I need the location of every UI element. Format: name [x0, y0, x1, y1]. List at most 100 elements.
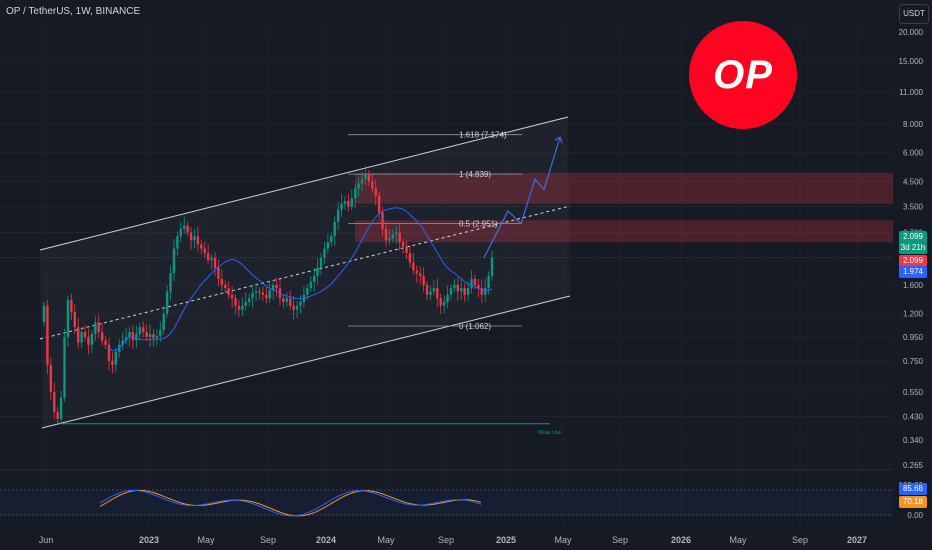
candle-body [295, 305, 299, 310]
candle-body [237, 305, 241, 310]
time-tick-label: 2026 [671, 535, 691, 545]
price-tick-label: 0.430 [903, 413, 924, 422]
candle-body [405, 246, 408, 254]
candle-body [330, 236, 333, 243]
candle-body [56, 411, 59, 419]
candle-body [49, 364, 53, 392]
candle-body [46, 305, 49, 365]
candle-body [121, 340, 124, 345]
candle-body [73, 312, 76, 328]
price-tick-label: 20.000 [899, 28, 924, 37]
candle-body [453, 284, 456, 289]
time-tick-label: Sep [438, 535, 454, 545]
osc-band [0, 490, 893, 515]
candle-body [90, 334, 94, 345]
fib-level-label: 0 (1.062) [459, 322, 491, 331]
candle-body [360, 179, 364, 184]
candle-body [412, 262, 415, 271]
candle-body [470, 278, 473, 289]
candle-body [196, 236, 200, 245]
candle-body [165, 291, 169, 314]
candle-body [162, 313, 165, 331]
candle-body [155, 336, 159, 339]
candle-body [114, 351, 118, 365]
fib-level-label: 0.5 (2.951) [459, 220, 498, 229]
candle-body [203, 248, 206, 254]
candle-body [186, 225, 189, 233]
fib-retracement: 1.618 (7.174) 1 (4.839) 0.5 (2.951) 0 (1.06… [348, 131, 522, 331]
candle-body [70, 299, 73, 313]
osc-value-tag: 70.18 [899, 496, 927, 508]
time-tick-label: May [729, 535, 747, 545]
candle-body [415, 270, 418, 274]
projection-arrowhead [554, 136, 563, 144]
candle-body [251, 292, 254, 299]
resistance-zone [355, 172, 893, 204]
candle-body [80, 332, 83, 343]
candle-body [377, 195, 381, 213]
candle-body [316, 267, 319, 276]
time-tick-label: 2027 [847, 535, 867, 545]
candle-body [398, 232, 401, 243]
candle-body [340, 203, 343, 210]
candle-body [200, 244, 203, 249]
candle-body [268, 290, 271, 299]
candle-body [77, 327, 80, 343]
candle-body [429, 291, 432, 295]
candle-body [395, 232, 398, 235]
candle-body [463, 288, 466, 295]
candle-body [244, 301, 247, 306]
candle-body [357, 183, 360, 189]
candle-body [466, 288, 470, 295]
candle-body [292, 305, 295, 310]
ma-line [108, 207, 493, 352]
candle-body [456, 284, 460, 292]
candle-body [367, 174, 371, 182]
candle-body [83, 332, 87, 338]
candle-body [107, 344, 111, 361]
candle-body [131, 332, 135, 341]
candle-body [234, 298, 237, 306]
candle-body [371, 181, 374, 189]
candle-body [326, 242, 330, 249]
osc-tick-label: 0.00 [907, 511, 923, 520]
candle-body [408, 253, 412, 263]
candle-body [347, 200, 350, 207]
time-axis[interactable]: Jun 2023 May Sep 2024 May Sep 2025 May Sep 2026 May… [39, 535, 867, 545]
candle-body [87, 337, 90, 345]
candle-body [425, 284, 429, 295]
osc-value-tag: 85.68 [899, 483, 927, 495]
candle-body [248, 298, 251, 302]
price-tick-label: 4.500 [903, 177, 924, 186]
time-tick-label: Sep [612, 535, 628, 545]
candle-body [333, 221, 336, 237]
candle-body [487, 275, 490, 289]
candle-body [384, 228, 388, 241]
price-tag: 3d 21h [899, 242, 927, 254]
candle-body [189, 232, 193, 241]
candle-body [323, 248, 326, 258]
candle-body [159, 330, 162, 337]
candle-body [381, 212, 384, 229]
price-channel: Weak Low [0, 116, 893, 436]
candle-body [439, 298, 442, 306]
candle-body [124, 337, 128, 341]
candle-body [490, 257, 494, 276]
candle-body [309, 281, 312, 289]
time-tick-label: 2025 [496, 535, 516, 545]
candle-body [66, 299, 70, 338]
candle-body [285, 298, 289, 302]
candle-body [42, 305, 46, 323]
candle-body [241, 305, 244, 310]
currency-button[interactable]: USDT [899, 4, 929, 24]
candle-body [354, 188, 357, 199]
time-tick-label: May [377, 535, 395, 545]
candle-body [213, 257, 217, 268]
candle-body [388, 238, 391, 241]
candle-body [265, 294, 268, 299]
candle-body [59, 397, 63, 419]
candle-body [193, 236, 196, 241]
price-tag: 2.099 [899, 231, 927, 243]
candle-body [53, 391, 56, 412]
